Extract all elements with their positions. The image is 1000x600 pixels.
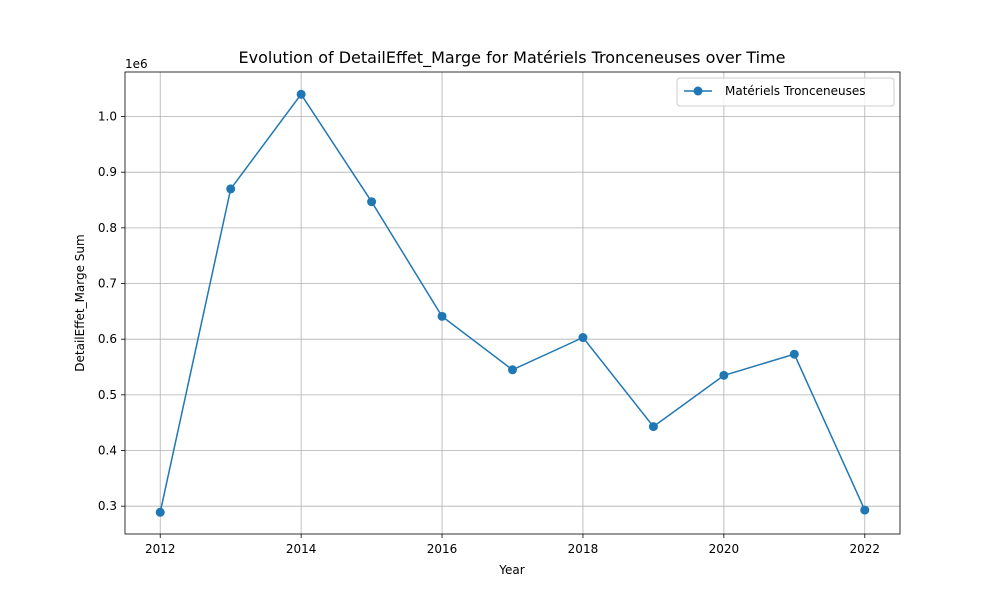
- data-point: [226, 184, 236, 194]
- data-point: [719, 370, 729, 380]
- legend: Matériels Tronceneuses: [676, 77, 895, 107]
- chart-title: Evolution of DetailEffet_Marge for Matér…: [239, 48, 786, 68]
- data-point: [437, 311, 447, 321]
- data-point: [508, 365, 517, 375]
- x-tick-label: 2014: [286, 542, 317, 556]
- y-tick-label: 0.5: [98, 388, 117, 402]
- legend-box: [676, 77, 895, 107]
- x-tick-label: 2012: [145, 542, 176, 556]
- legend-label: Matériels Tronceneuses: [725, 84, 866, 98]
- x-tick-label: 2020: [709, 542, 740, 556]
- data-point: [367, 197, 377, 207]
- data-point: [789, 349, 799, 359]
- y-tick-label: 0.3: [98, 499, 117, 513]
- y-tick-label: 0.8: [98, 221, 117, 235]
- data-point: [155, 507, 165, 517]
- plot-area-frame: [124, 71, 901, 535]
- grid: [125, 72, 900, 534]
- y-axis-label: DetailEffet_Marge Sum: [73, 234, 87, 371]
- data-point: [648, 422, 658, 432]
- axis-ticks: 2012 2014 2016 2018 2020 2022 0.3 0.4 0.5 0.6 0.7 0…: [98, 110, 880, 556]
- x-tick-label: 2016: [427, 542, 458, 556]
- series-layer: [155, 89, 870, 517]
- x-axis-label: Year: [498, 563, 524, 577]
- y-tick-label: 0.6: [98, 332, 117, 346]
- y-tick-label: 1.0: [98, 110, 117, 124]
- x-tick-label: 2022: [849, 542, 880, 556]
- y-tick-label: 0.7: [98, 277, 117, 291]
- y-tick-label: 0.9: [98, 165, 117, 179]
- data-point: [860, 505, 870, 515]
- y-offset-label: 1e6: [125, 57, 148, 71]
- data-point: [578, 333, 588, 343]
- data-point: [296, 89, 306, 99]
- legend-marker: [693, 86, 703, 96]
- x-tick-label: 2018: [568, 542, 599, 556]
- y-tick-label: 0.4: [98, 444, 117, 458]
